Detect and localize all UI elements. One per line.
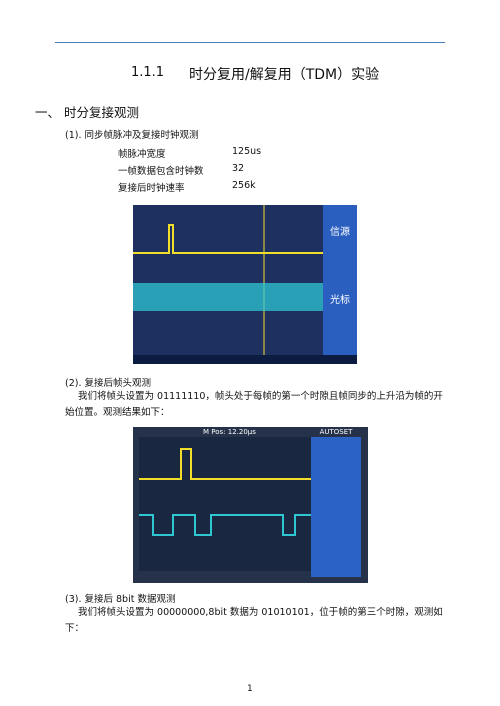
subsection-title: (1). 同步帧脉冲及复接时钟观测 — [65, 130, 199, 141]
grid-area — [139, 437, 311, 571]
oscilloscope-photo: M Pos: 12.20µs AUTOSET — [133, 427, 368, 583]
status-bar — [133, 355, 357, 364]
data-trace — [139, 514, 311, 536]
subsection-title: (2). 复接后帧头观测 — [65, 378, 151, 389]
table-cell: 256k — [232, 180, 256, 191]
paragraph: 我们将帧头设置为 00000000,8bit 数据为 01010101，位于帧的… — [65, 607, 443, 634]
table-cell: 帧脉冲宽度 — [118, 149, 166, 160]
side-panel — [311, 437, 361, 577]
heading-title: 时分复用/解复用（TDM）实验 — [189, 67, 380, 83]
table-cell: 32 — [232, 163, 245, 174]
subsection-title: (3). 复接后 8bit 数据观测 — [65, 594, 176, 605]
paragraph: 我们将帧头设置为 01111110，帧头处于每帧的第一个时隙且帧同步的上升沿为帧… — [65, 391, 443, 418]
status-label: M Pos: 12.20µs — [203, 428, 256, 436]
header-rule — [55, 42, 445, 43]
panel-label: 信源 — [330, 225, 350, 238]
trace — [133, 224, 323, 254]
clock-trace — [133, 283, 323, 311]
panel-label: 光标 — [330, 293, 350, 306]
table-cell: 复接后时钟速率 — [118, 183, 185, 194]
trace — [139, 448, 311, 480]
heading-number: 1.1.1 — [131, 65, 165, 80]
section-title: 一、 时分复接观测 — [35, 105, 139, 120]
panel-label: AUTOSET — [320, 428, 354, 436]
table-cell: 一帧数据包含时钟数 — [118, 166, 204, 177]
side-panel — [323, 205, 357, 364]
table-cell: 125us — [232, 146, 262, 157]
oscilloscope-photo: 信源 光标 — [133, 205, 357, 364]
grid-area — [133, 205, 323, 355]
page-number: 1 — [247, 684, 253, 694]
